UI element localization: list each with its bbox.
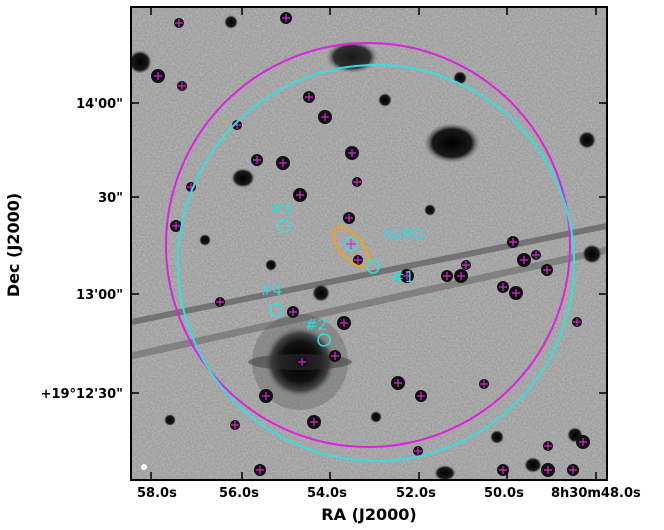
catalog-source-marker [282, 14, 290, 22]
star-blob-14 [370, 411, 382, 423]
x-tick-label: 54.0s [307, 486, 347, 501]
catalog-source-marker [310, 418, 318, 426]
star-blob-16 [424, 204, 436, 216]
x-tick-labels: 58.0s 56.0s 54.0s 52.0s 50.0s 8h30m48.0s [137, 486, 641, 501]
source-4-circle [269, 303, 283, 317]
field-circle-cyan [177, 64, 575, 462]
beam-marker [141, 464, 147, 470]
label-source-2: #2 [305, 316, 327, 334]
star-blob-12 [265, 259, 277, 271]
x-tick-label: 52.0s [396, 486, 436, 501]
star-blob-4 [312, 284, 330, 302]
catalog-source-marker [520, 256, 528, 264]
label-source-1: #1 [392, 268, 414, 286]
catalog-source-marker [414, 447, 422, 455]
hzrg-ellipse [332, 226, 370, 268]
star-blob-2 [582, 244, 602, 264]
axis-ticks [131, 7, 607, 480]
source-3-circle [277, 219, 291, 233]
x-tick-label: 56.0s [219, 486, 259, 501]
satellite-streak-lower [131, 246, 607, 360]
catalog-source-marker [354, 256, 362, 264]
catalog-source-marker [262, 392, 270, 400]
catalog-source-marker [321, 113, 329, 121]
catalog-source-marker [499, 283, 507, 291]
catalog-source-marker [253, 156, 261, 164]
catalog-source-marker [298, 358, 306, 366]
catalog-sources [151, 12, 590, 477]
star-blob-15 [164, 414, 176, 426]
catalog-source-marker [403, 272, 411, 280]
catalog-source-marker [443, 272, 451, 280]
catalog-source-marker [340, 319, 348, 327]
source-1-circle [366, 260, 380, 274]
catalog-source-marker [331, 352, 339, 360]
label-source-4: #4 [260, 281, 282, 299]
catalog-source-marker [172, 222, 180, 230]
catalog-source-marker [296, 191, 304, 199]
sky-image: HzRG #1 #2 #3 #4 [131, 7, 607, 480]
catalog-source-marker [544, 466, 552, 474]
catalog-source-marker [394, 379, 402, 387]
y-tick-label: 30" [98, 191, 123, 206]
hzrg-marker-circle [344, 237, 358, 251]
star-blob-9 [490, 430, 504, 444]
catalog-source-marker [569, 466, 577, 474]
y-tick-label: 13'00" [76, 288, 123, 303]
star-blob-8 [524, 457, 542, 473]
star-blob-5 [224, 15, 238, 29]
y-tick-label: +19°12'30" [41, 387, 123, 402]
catalog-source-marker [345, 214, 353, 222]
hzrg-marker-plus [346, 239, 356, 249]
catalog-source-marker [216, 298, 224, 306]
x-tick-label: 58.0s [137, 486, 177, 501]
x-tick-label: 8h30m48.0s [551, 486, 641, 501]
star-blob-13 [199, 234, 211, 246]
catalog-source-marker [417, 392, 425, 400]
catalog-source-marker [289, 308, 297, 316]
catalog-source-marker [175, 19, 183, 27]
catalog-source-marker [512, 289, 520, 297]
catalog-source-marker [544, 442, 552, 450]
catalog-source-marker [178, 82, 186, 90]
catalog-source-marker [348, 149, 356, 157]
catalog-source-marker [305, 93, 313, 101]
catalog-source-marker [154, 72, 162, 80]
catalog-source-marker [573, 318, 581, 326]
y-tick-label: 14'00" [76, 97, 123, 112]
catalog-source-marker [462, 261, 470, 269]
catalog-source-marker [480, 380, 488, 388]
label-source-3: #3 [270, 200, 292, 218]
field-circle-magenta [165, 42, 571, 448]
catalog-source-marker [231, 421, 239, 429]
plot-frame [130, 6, 608, 481]
catalog-source-marker [509, 238, 517, 246]
catalog-source-marker [457, 272, 465, 280]
star-blob-7 [378, 93, 392, 107]
label-hzrg: HzRG [383, 225, 424, 243]
source-2-circle [317, 333, 331, 347]
star-blob-6 [434, 465, 456, 480]
catalog-source-marker [532, 251, 540, 259]
y-axis-title: Dec (J2000) [4, 193, 23, 297]
catalog-source-marker [353, 178, 361, 186]
star-blob-3 [578, 131, 596, 149]
galaxy-blob-left [131, 50, 152, 74]
satellite-streak-upper [131, 223, 607, 325]
x-axis-title: RA (J2000) [321, 505, 416, 524]
y-tick-labels: 14'00" 30" 13'00" +19°12'30" [41, 97, 123, 402]
catalog-source-marker [499, 466, 507, 474]
x-tick-label: 50.0s [484, 486, 524, 501]
galaxy-blob-upper-right [424, 123, 480, 163]
catalog-source-marker [579, 438, 587, 446]
star-blob-1 [231, 168, 255, 188]
catalog-source-marker [543, 266, 551, 274]
catalog-source-marker [256, 466, 264, 474]
catalog-source-marker [279, 159, 287, 167]
